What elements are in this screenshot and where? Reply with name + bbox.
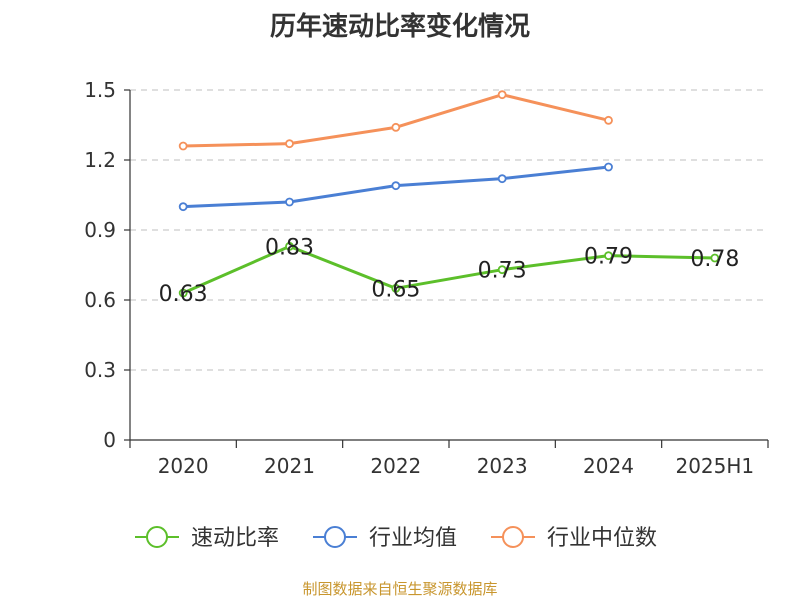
x-tick-label: 2021 xyxy=(264,454,315,478)
grid-lines xyxy=(130,89,768,371)
x-tick-label: 2024 xyxy=(583,454,634,478)
y-tick-label: 0.6 xyxy=(84,288,116,312)
data-label: 0.79 xyxy=(584,245,633,270)
legend-marker xyxy=(502,526,524,548)
data-label: 0.73 xyxy=(478,259,527,284)
data-label: 0.83 xyxy=(265,235,314,260)
data-point xyxy=(285,241,294,251)
data-label: 0.78 xyxy=(690,247,739,272)
legend-label: 行业均值 xyxy=(369,526,457,551)
chart-title: 历年速动比率变化情况 xyxy=(269,12,530,42)
series-line-0 xyxy=(182,244,715,295)
x-tick-label: 2022 xyxy=(370,454,421,478)
series-line-2 xyxy=(183,93,609,148)
data-point xyxy=(285,197,294,207)
data-point xyxy=(178,288,188,298)
data-point xyxy=(604,251,613,261)
x-tick-label: 2023 xyxy=(477,454,528,478)
data-point xyxy=(604,115,613,125)
axes: 0 0.3 0.6 0.9 1.2 1.5 2020 2021 2022 2023 2024 2025… xyxy=(84,78,769,478)
data-point xyxy=(497,265,507,275)
y-tick-label: 1.2 xyxy=(84,148,116,172)
data-point xyxy=(391,122,401,132)
x-tick-label: 2020 xyxy=(158,454,209,478)
y-tick-label: 0 xyxy=(103,428,116,452)
legend: 速动比率 行业均值 行业中位数 xyxy=(135,526,657,551)
source-note: 制图数据来自恒生聚源数据库 xyxy=(302,580,498,598)
data-point xyxy=(178,141,188,151)
legend-label: 速动比率 xyxy=(191,526,279,551)
legend-marker xyxy=(324,526,346,548)
data-point xyxy=(710,253,720,263)
data-point xyxy=(285,139,294,149)
y-tick-label: 0.3 xyxy=(84,358,116,382)
data-point xyxy=(604,162,613,172)
y-tick-label: 1.5 xyxy=(84,78,116,102)
data-point xyxy=(391,283,401,293)
series-lines xyxy=(178,90,720,298)
data-point xyxy=(497,174,507,184)
y-tick-label: 0.9 xyxy=(84,218,116,242)
data-point xyxy=(178,202,188,212)
data-label: 0.63 xyxy=(159,282,208,307)
legend-marker xyxy=(146,526,168,548)
legend-label: 行业中位数 xyxy=(547,526,657,551)
data-point xyxy=(497,90,507,100)
data-label: 0.65 xyxy=(371,277,420,302)
x-tick-label: 2025H1 xyxy=(675,454,754,478)
data-point xyxy=(391,181,401,191)
data-labels: 0.63 0.83 0.65 0.73 0.79 0.78 xyxy=(159,235,740,307)
